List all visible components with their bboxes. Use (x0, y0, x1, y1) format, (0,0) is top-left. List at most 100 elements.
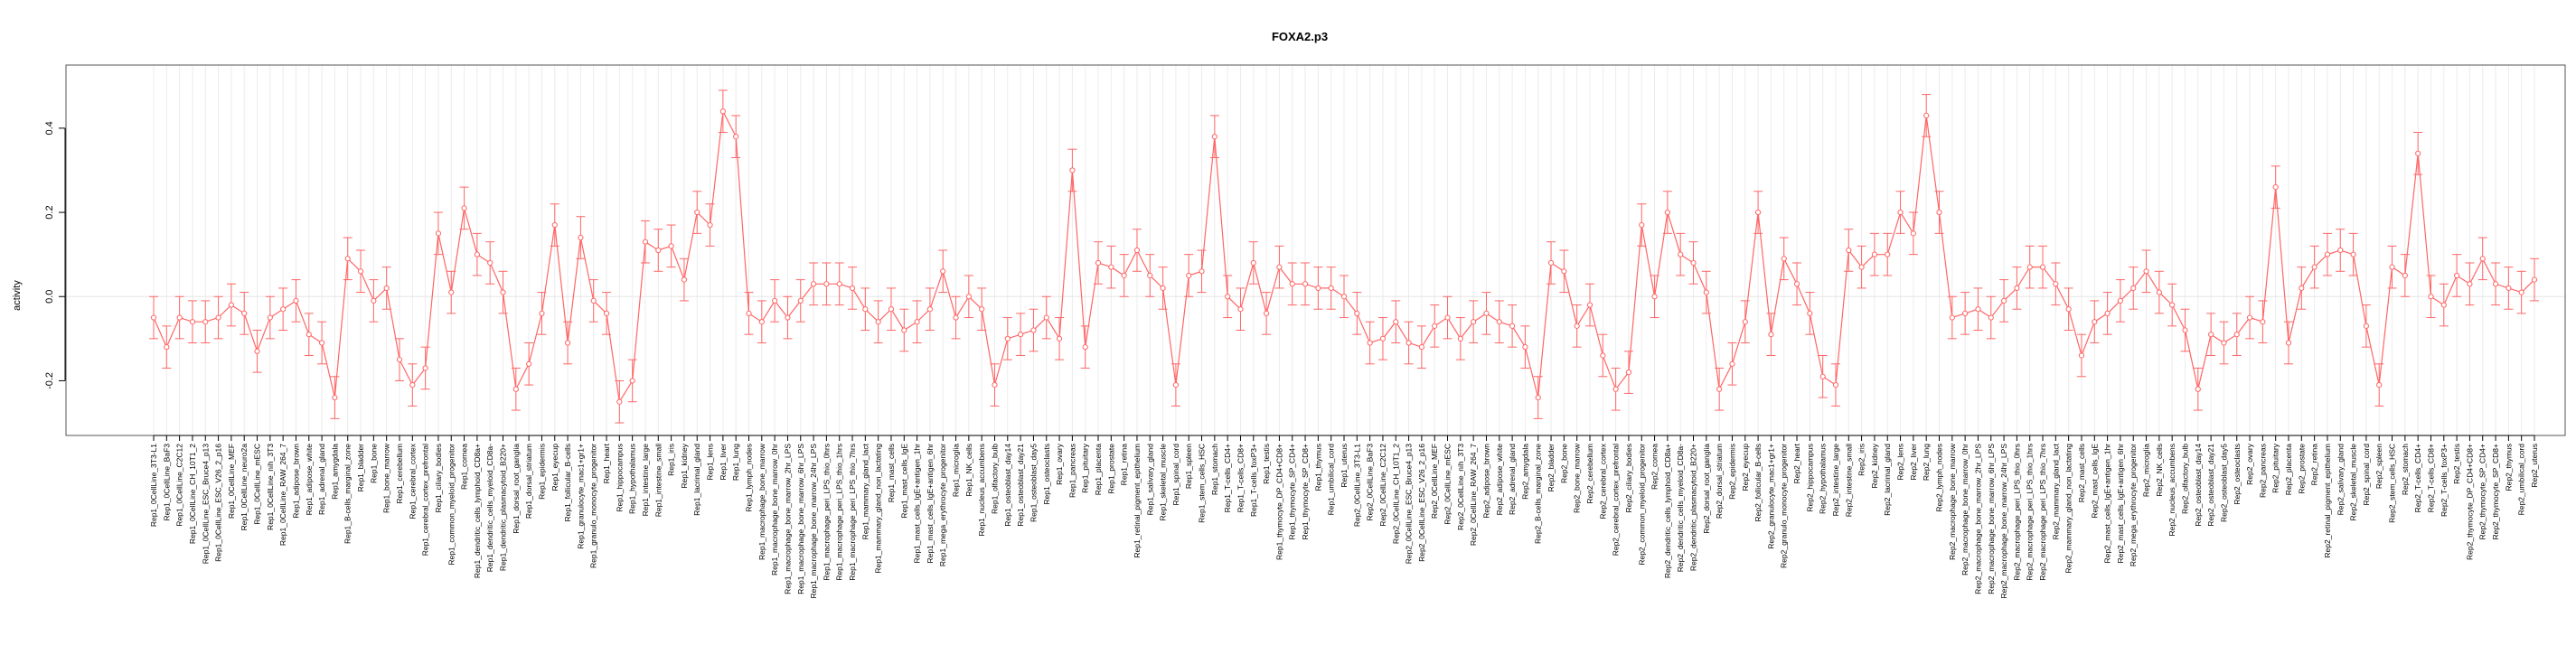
y-tick-label: -0.2 (44, 372, 55, 389)
data-point (914, 319, 920, 325)
x-tick-label: Rep2_umbilical_cord (2517, 444, 2526, 516)
x-tick-label: Rep2_0CellLine_C2C12 (1378, 444, 1387, 527)
data-point (1108, 264, 1114, 270)
data-point (1923, 112, 1930, 119)
data-point (2117, 297, 2124, 304)
x-tick-label: Rep2_0CellLine_BaF3 (1366, 444, 1375, 521)
x-tick-label: Rep1_macrophage_bone_marrow_0hr (770, 444, 779, 575)
data-point (2389, 264, 2395, 270)
data-point (383, 285, 390, 292)
data-point (2415, 150, 2421, 156)
data-point (280, 306, 287, 313)
data-point (2053, 281, 2059, 287)
x-tick-label: Rep2_pancreas (2258, 444, 2267, 498)
data-point (176, 314, 183, 321)
data-point (1030, 327, 1037, 333)
data-point (2039, 264, 2046, 270)
data-point (1225, 294, 1231, 300)
x-tick-label: Rep2_uterus (2530, 444, 2539, 488)
data-point (810, 281, 817, 287)
x-tick-label: Rep1_dendritic_cells_myeloid_CD8a- (485, 444, 494, 572)
data-point (2026, 264, 2033, 270)
data-point (1069, 167, 1076, 173)
x-tick-label: Rep1_kidney (680, 443, 689, 488)
x-tick-label: Rep1_T-cells_CD4+ (1223, 444, 1232, 512)
data-point (1586, 302, 1594, 308)
data-point (1871, 251, 1878, 257)
x-tick-label: Rep2_granulocyte_mac1+gr1+ (1766, 444, 1775, 549)
x-tick-label: Rep1_uterus (1340, 444, 1349, 488)
x-tick-label: Rep2_0CellLine_nih_3T3 (1456, 444, 1465, 530)
x-tick-label: Rep2_retina (2310, 444, 2319, 486)
data-point (642, 239, 649, 245)
data-point (1651, 294, 1658, 300)
x-tick-label: Rep2_osteoblast_day5 (2219, 444, 2228, 522)
data-point (849, 285, 856, 292)
x-tick-label: Rep1_lymph_nodes (745, 444, 754, 512)
x-tick-label: Rep2_kidney (1870, 443, 1879, 488)
x-tick-label: Rep2_lymph_nodes (1935, 444, 1944, 512)
data-point (1406, 340, 1412, 346)
data-point (2078, 352, 2085, 359)
data-point (2454, 272, 2460, 279)
x-tick-label: Rep2_T-cells_CD4+ (2413, 444, 2422, 512)
x-tick-label: Rep1_macrophage_bone_marrow_2hr_LPS (783, 444, 792, 594)
x-tick-label: Rep2_spleen (2374, 444, 2383, 489)
data-point (1690, 259, 1697, 267)
x-tick-label: Rep2_0CellLine_MEF (1430, 444, 1439, 519)
chart-title: FOXA2.p3 (1272, 30, 1328, 43)
x-tick-label: Rep2_ciliary_bodies (1624, 444, 1633, 513)
x-tick-label: Rep1_mammary_gland_lact (860, 443, 870, 539)
data-point (2233, 332, 2240, 338)
data-point (1172, 381, 1180, 388)
data-point (797, 297, 804, 304)
y-axis-label: activity (12, 280, 23, 311)
x-tick-label: Rep1_osteoblast_day14 (1003, 444, 1012, 527)
x-tick-label: Rep1_lung (731, 444, 740, 481)
data-point (396, 357, 403, 363)
x-tick-label: Rep2_bone_marrow (1573, 443, 1582, 513)
x-tick-label: Rep1_olfactory_bulb (990, 444, 999, 514)
data-point (2014, 285, 2020, 292)
x-tick-label: Rep1_osteoblast_day5 (1029, 444, 1038, 522)
x-tick-label: Rep1_dendritic_cells_lymphoid_CD8a+ (473, 444, 482, 578)
x-tick-label: Rep1_follicular_B-cells (563, 444, 572, 521)
x-tick-label: Rep2_mammary_gland_non_lactating (2064, 444, 2073, 574)
x-tick-label: Rep1_intestine_large (641, 444, 650, 517)
data-point (603, 310, 610, 316)
data-point (164, 344, 170, 351)
x-tick-label: Rep2_stem_cells_HSC (2388, 444, 2397, 523)
data-point (2467, 281, 2473, 287)
x-tick-label: Rep2_adipose_brown (1481, 444, 1490, 519)
x-tick-label: Rep2_testis (2452, 444, 2461, 484)
data-point (1043, 314, 1049, 321)
data-point (1082, 344, 1088, 351)
data-point (1432, 323, 1438, 329)
data-point (241, 310, 248, 316)
x-tick-label: Rep1_bone_marrow (382, 443, 391, 513)
x-tick-label: Rep2_heart (1792, 443, 1801, 483)
x-tick-label: Rep1_eyecup (550, 444, 559, 491)
data-point (150, 314, 157, 321)
x-tick-label: Rep1_skeletal_muscle (1159, 444, 1168, 521)
x-tick-label: Rep1_0CellLine_MEF (227, 444, 236, 519)
data-point (1793, 281, 1800, 287)
x-tick-label: Rep2_mast_cells (2077, 444, 2086, 502)
data-point (228, 302, 234, 308)
data-point (2376, 381, 2383, 388)
data-point (888, 306, 895, 313)
data-point (2337, 247, 2344, 254)
x-tick-label: Rep1_0CellLine_ESC_Bruce4_p13 (201, 444, 210, 565)
x-tick-label: Rep1_mast_cells_IgE (899, 444, 908, 519)
data-point (1639, 221, 1645, 229)
data-point (344, 256, 351, 262)
x-tick-label: Rep2_osteoblast_day14 (2194, 444, 2203, 527)
x-tick-label: Rep1_0CellLine_3T3-L1 (149, 444, 158, 527)
x-tick-label: Rep1_cornea (460, 444, 469, 490)
data-point (461, 205, 467, 211)
x-tick-label: Rep1_intestine_small (653, 444, 663, 517)
x-tick-label: Rep2_0CellLine_ESC_Bruce4_p13 (1405, 444, 1414, 565)
data-point (836, 281, 842, 287)
x-tick-label: Rep2_dorsal_root_ganglia (1702, 444, 1711, 534)
